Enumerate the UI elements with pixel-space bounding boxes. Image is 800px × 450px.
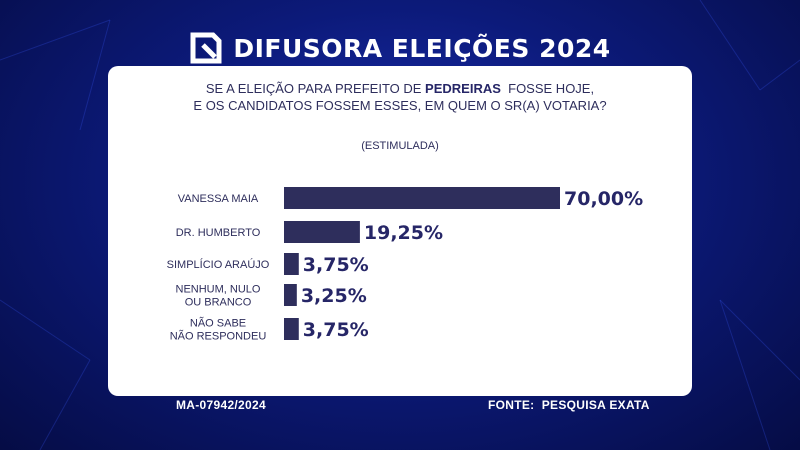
bar-1 [284,221,360,243]
bar-chart: 70,00% VANESSA MAIA 19,25% DR. HUMBERTO 3,75… [167,187,643,343]
category-label-1: DR. HUMBERTO [176,227,261,239]
value-label-0: 70,00% [564,188,643,210]
poll-question: SE A ELEIÇÃO PARA PREFEITO DE PEDREIRAS … [108,80,692,114]
registration-number: MA-07942/2024 [176,398,266,412]
poll-type-label: (ESTIMULADA) [361,140,439,152]
difusora-logo-icon [190,32,222,64]
brand-title: DIFUSORA ELEIÇÕES 2024 [233,33,611,63]
question-line1-start: SE A ELEIÇÃO PARA PREFEITO DE [205,81,426,96]
bar-3 [284,284,297,306]
category-label-0: VANESSA MAIA [178,193,259,205]
poll-card: SE A ELEIÇÃO PARA PREFEITO DE PEDREIRAS … [108,66,692,396]
bar-4 [284,318,299,340]
value-label-4: 3,75% [303,319,369,341]
category-label-2: SIMPLÍCIO ARAÚJO [167,258,270,271]
value-label-2: 3,75% [303,254,369,276]
value-label-3: 3,25% [301,285,367,307]
bar-2 [284,253,299,275]
question-line1-end: FOSSE HOJE, [500,81,595,96]
bar-0 [284,187,560,209]
question-city: PEDREIRAS [425,81,501,96]
category-label-3: NENHUM, NULO OU BRANCO [176,284,261,309]
question-line2: E OS CANDIDATOS FOSSEM ESSES, EM QUEM O … [193,98,607,113]
category-label-4: NÃO SABE NÃO RESPONDEU [170,317,267,343]
header: DIFUSORA ELEIÇÕES 2024 [0,30,800,66]
value-label-1: 19,25% [364,222,443,244]
source-label: FONTE: PESQUISA EXATA [488,398,650,412]
